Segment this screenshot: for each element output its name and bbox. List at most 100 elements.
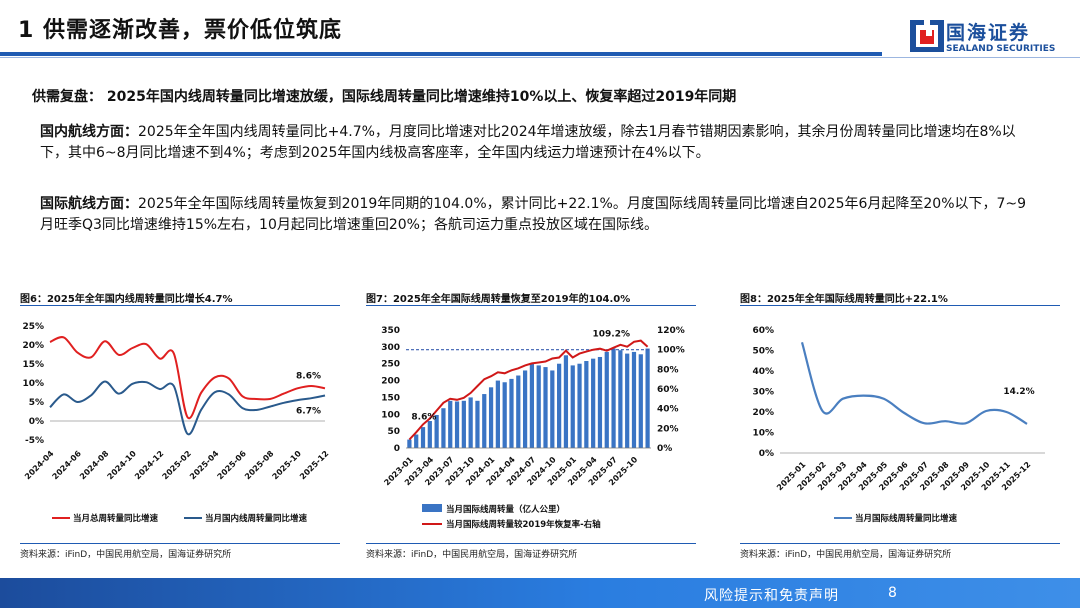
chart-source: 资料来源：iFinD，中国民用航空局，国海证券研究所 <box>20 550 232 560</box>
domestic-paragraph: 国内航线方面：2025年全年国内线周转量同比+4.7%，月度同比增速对比2024… <box>40 122 1030 164</box>
bar <box>631 351 637 448</box>
x-tick-label: 2025-02 <box>161 449 193 481</box>
bar <box>434 414 439 448</box>
y-tick-label: 60% <box>752 326 774 336</box>
y-tick-label: 15% <box>22 360 44 370</box>
bar <box>543 367 548 448</box>
bar <box>522 370 528 448</box>
bar <box>529 363 535 448</box>
bar <box>550 370 555 448</box>
y-right-tick-label: 40% <box>657 405 679 415</box>
bar <box>414 434 419 448</box>
international-label: 国际航线方面： <box>40 196 138 212</box>
company-logo: 国海证券 SEALAND SECURITIES <box>910 16 1070 60</box>
chart-domestic-svg: 25%20%15%10%5%0%-5%2024-042024-062024-08… <box>22 322 330 524</box>
bar <box>536 365 541 448</box>
chart-international-growth: 图8：2025年全年国际线周转量同比+22.1% 60% 50% 40% 30% 20%… <box>740 290 1062 565</box>
y-right-tick-label: 120% <box>657 326 685 336</box>
legend-label-bars: 当月国际线周转量（亿人公里） <box>446 504 565 515</box>
domestic-text: 2025年全年国内线周转量同比+4.7%，月度同比增速对比2024年增速放缓，除… <box>40 124 1016 161</box>
series-line-international <box>800 341 1028 425</box>
bar <box>570 365 575 448</box>
chart-source-rule <box>740 543 1060 544</box>
y-left-tick-label: 0 <box>394 444 400 454</box>
international-text: 2025年全年国际线周转量恢复到2019年同期的104.0%，累计同比+22.1… <box>40 196 1027 233</box>
international-paragraph: 国际航线方面：2025年全年国际线周转量恢复到2019年同期的104.0%，累计… <box>40 194 1030 236</box>
bar <box>618 350 623 448</box>
bar <box>611 348 616 448</box>
y-tick-label: 25% <box>22 322 44 332</box>
y-right-tick-label: 20% <box>657 424 679 434</box>
series-line-recovery <box>408 339 649 441</box>
chart-title-rule <box>366 305 696 306</box>
data-label-first: 8.6% <box>411 413 436 423</box>
y-right-tick-label: 60% <box>657 385 679 395</box>
bar <box>563 355 569 448</box>
bar <box>420 427 426 448</box>
y-tick-label: 10% <box>22 379 44 389</box>
y-left-tick-label: 50 <box>387 427 400 437</box>
bar <box>427 421 432 448</box>
x-tick-label: 2025-12 <box>298 449 330 481</box>
chart-international-recovery-svg: 350 300 250 200 150 100 50 0 120% 100% 80% 60% 40% 20… <box>381 326 685 530</box>
y-left-tick-label: 300 <box>381 343 400 353</box>
chart-international-growth-svg: 60%50%40%30%20%10%0%2025-012025-022025-0… <box>752 326 1045 524</box>
x-tick-label: 2024-12 <box>133 449 165 481</box>
bar <box>557 363 562 448</box>
disclaimer-link[interactable]: 风险提示和免责声明 <box>704 588 839 604</box>
legend-label-domestic: 当月国内线周转量同比增速 <box>205 513 308 524</box>
y-left-tick-label: 200 <box>381 377 400 387</box>
data-label-domestic: 6.7% <box>296 407 321 417</box>
chart-source-rule <box>20 543 340 544</box>
y-right-tick-label: 100% <box>657 346 685 356</box>
legend-label: 当月国际线周转量同比增速 <box>855 513 958 524</box>
y-tick-label: 30% <box>752 388 774 398</box>
chart-title: 图7：2025年全年国际线周转量恢复至2019年的104.0% <box>366 294 631 305</box>
y-left-tick-label: 350 <box>381 326 400 336</box>
chart-title: 图8：2025年全年国际线周转量同比+22.1% <box>740 294 948 305</box>
data-label-last: 14.2% <box>1003 387 1034 397</box>
bar <box>407 439 412 448</box>
y-tick-label: 5% <box>29 398 44 408</box>
y-tick-label: 0% <box>759 449 774 459</box>
bar <box>475 400 480 448</box>
y-tick-label: 20% <box>22 341 44 351</box>
series-line-total <box>49 336 326 420</box>
logo-name: 国海证券 <box>946 22 1031 44</box>
legend-swatch-bars <box>422 504 442 512</box>
chart-source-rule <box>366 543 696 544</box>
chart-source: 资料来源：iFinD，中国民用航空局，国海证券研究所 <box>366 550 578 560</box>
domestic-label: 国内航线方面： <box>40 124 138 140</box>
series-line-domestic <box>49 380 326 436</box>
legend-label-line: 当月国际线周转量较2019年恢复率-右轴 <box>446 519 601 530</box>
header-divider-thin <box>0 57 1080 58</box>
bar <box>604 351 609 448</box>
chart-source: 资料来源：iFinD，中国民用航空局，国海证券研究所 <box>740 550 952 560</box>
bar <box>645 348 650 448</box>
y-right-tick-label: 0% <box>657 444 672 454</box>
footer-bar <box>0 578 1080 608</box>
chart-title-rule <box>740 305 1060 306</box>
y-left-tick-label: 150 <box>381 393 400 403</box>
y-left-tick-label: 250 <box>381 360 400 370</box>
y-tick-label: 20% <box>752 408 774 418</box>
chart-title: 图6：2025年全年国内线周转量同比增长4.7% <box>20 294 233 305</box>
bar <box>516 375 521 448</box>
bar <box>597 356 603 448</box>
page-title: 1 供需逐渐改善，票价低位筑底 <box>18 18 342 43</box>
y-left-tick-label: 100 <box>381 410 400 420</box>
legend-label-total: 当月总周转量同比增速 <box>73 513 159 524</box>
data-label-peak: 109.2% <box>592 330 630 340</box>
logo-icon <box>910 20 944 52</box>
chart-international-recovery: 图7：2025年全年国际线周转量恢复至2019年的104.0% 350 300 25… <box>366 290 696 565</box>
bar <box>488 387 494 448</box>
y-tick-label: 40% <box>752 367 774 377</box>
bar <box>584 361 589 448</box>
y-tick-label: -5% <box>25 436 44 446</box>
y-tick-label: 0% <box>29 417 44 427</box>
bar <box>448 400 453 448</box>
bar <box>577 363 582 448</box>
y-tick-label: 10% <box>752 429 774 439</box>
logo-subtitle: SEALAND SECURITIES <box>946 44 1056 54</box>
header-divider <box>0 52 882 56</box>
